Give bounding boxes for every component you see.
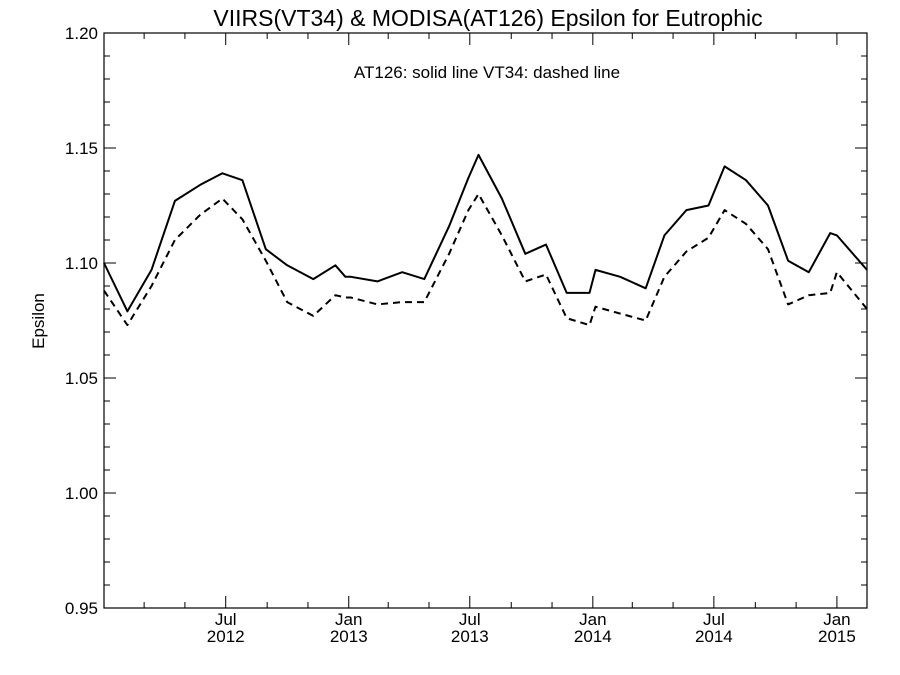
- plot-area: [103, 32, 868, 609]
- y-tick-label: 1.00: [65, 484, 98, 503]
- x-tick-year: 2014: [695, 627, 733, 646]
- plot-border: [103, 32, 868, 609]
- x-tick-year: 2013: [451, 627, 489, 646]
- y-tick-label: 1.15: [65, 139, 98, 158]
- series-line-at126: [103, 153, 868, 313]
- x-tick-month: Jul: [703, 610, 725, 629]
- x-tick-month: Jul: [215, 610, 237, 629]
- y-tick-label: 1.05: [65, 369, 98, 388]
- x-tick-year: 2012: [207, 627, 245, 646]
- series-line-vt34: [103, 193, 868, 327]
- y-tick-label: 1.20: [65, 24, 98, 43]
- y-tick-label: 0.95: [65, 599, 98, 618]
- x-tick-year: 2013: [330, 627, 368, 646]
- series-group: [103, 153, 868, 327]
- x-tick-month: Jan: [823, 610, 850, 629]
- chart-title: VIIRS(VT34) & MODISA(AT126) Epsilon for …: [213, 5, 762, 31]
- y-axis-label: Epsilon: [29, 293, 48, 349]
- y-axis: 0.95 1.00 1.05 1.10 1.15 1.20: [65, 24, 867, 618]
- line-style-annotation: AT126: solid line VT34: dashed line: [354, 63, 620, 82]
- y-tick-label: 1.10: [65, 254, 98, 273]
- x-tick-month: Jul: [459, 610, 481, 629]
- x-tick-month: Jan: [579, 610, 606, 629]
- x-tick-year: 2015: [818, 627, 856, 646]
- x-tick-year: 2014: [574, 627, 612, 646]
- x-axis: Jul2012Jan2013Jul2013Jan2014Jul2014Jan20…: [143, 33, 856, 646]
- x-tick-month: Jan: [335, 610, 362, 629]
